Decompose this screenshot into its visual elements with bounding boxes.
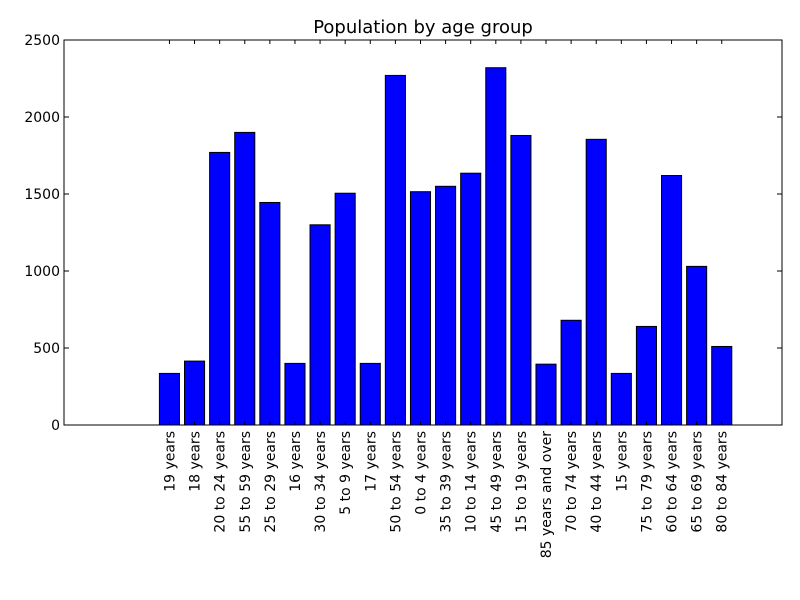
x-tick-label: 10 to 14 years (464, 431, 480, 533)
bar-3 (234, 131, 256, 426)
bar-20 (661, 175, 683, 426)
y-axis: 0 500 1000 1500 2000 2500 (24, 33, 782, 434)
x-tick-label: 5 to 9 years (338, 431, 354, 515)
x-tick-label: 85 years and over (539, 431, 555, 558)
x-tick-label: 15 to 19 years (514, 431, 530, 533)
x-tick-label: 18 years (188, 431, 204, 492)
x-tick-label: 30 to 34 years (313, 431, 329, 533)
bars-layer (158, 67, 733, 426)
x-tick-label: 55 to 59 years (238, 431, 254, 533)
bar-13 (485, 67, 507, 426)
x-tick-label: 20 to 24 years (213, 431, 229, 533)
x-tick-label: 70 to 74 years (564, 431, 580, 533)
y-tick-label: 0 (51, 418, 60, 434)
x-tick-label: 75 to 79 years (639, 431, 655, 533)
y-tick-label: 1500 (24, 187, 60, 203)
bar-16 (560, 319, 582, 426)
bar-6 (309, 224, 331, 426)
bar-14 (510, 134, 532, 426)
x-tick-label: 15 years (614, 431, 630, 492)
bar-22 (711, 345, 733, 426)
y-tick-label: 2000 (24, 110, 60, 126)
x-tick-label: 17 years (363, 431, 379, 492)
bar-15 (535, 363, 557, 426)
y-tick-label: 500 (33, 341, 60, 357)
bar-18 (610, 372, 632, 426)
bar-19 (635, 325, 657, 426)
plot-frame (63, 39, 783, 426)
bar-5 (284, 362, 306, 426)
bar-11 (435, 185, 457, 426)
x-tick-label: 60 to 64 years (665, 431, 681, 533)
x-axis: 19 years 18 years 20 to 24 years 55 to 59 y… (162, 40, 731, 558)
bar-17 (585, 138, 607, 426)
bar-21 (686, 265, 708, 426)
x-tick-label: 65 to 69 years (690, 431, 706, 533)
bar-7 (334, 192, 356, 426)
x-tick-label: 16 years (288, 431, 304, 492)
bar-0 (158, 372, 180, 426)
bar-9 (384, 74, 406, 426)
x-tick-label: 0 to 4 years (413, 431, 429, 515)
x-tick-label: 35 to 39 years (439, 431, 455, 533)
x-tick-label: 50 to 54 years (388, 431, 404, 533)
bar-10 (409, 191, 432, 426)
bar-4 (259, 201, 281, 426)
bar-2 (209, 151, 231, 426)
chart-title: Population by age group (313, 17, 533, 38)
x-tick-label: 25 to 29 years (263, 431, 279, 533)
x-tick-label: 80 to 84 years (715, 431, 731, 533)
bar-1 (184, 360, 206, 426)
x-tick-label: 40 to 44 years (589, 431, 605, 533)
x-tick-label: 19 years (162, 431, 178, 492)
x-tick-label: 45 to 49 years (489, 431, 505, 533)
bar-12 (460, 172, 482, 426)
y-tick-label: 1000 (24, 264, 60, 280)
y-tick-label: 2500 (24, 33, 60, 49)
bar-8 (359, 362, 381, 426)
